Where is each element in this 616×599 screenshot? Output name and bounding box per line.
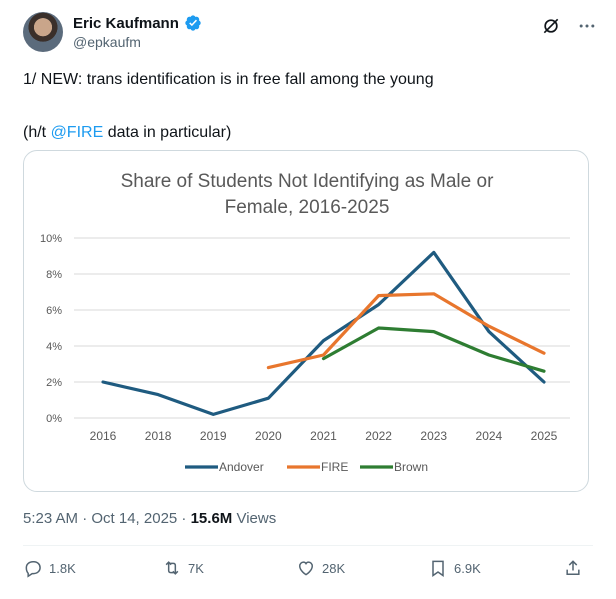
line-chart: Share of Students Not Identifying as Mal…: [40, 171, 570, 474]
repost-count: 7K: [188, 560, 204, 576]
series-line-brown: [321, 326, 546, 373]
like-count: 28K: [322, 560, 346, 576]
tweet-text: 1/ NEW: trans identification is in free …: [23, 68, 593, 145]
legend-label-fire: FIRE: [321, 460, 348, 474]
x-tick-label: 2023: [420, 429, 447, 443]
like-button[interactable]: 28K: [296, 558, 345, 578]
grok-icon[interactable]: [541, 16, 561, 36]
series-line-fire: [266, 292, 546, 370]
x-tick-label: 2024: [476, 429, 503, 443]
bookmark-button[interactable]: 6.9K: [428, 558, 481, 578]
chart-title-line-1: Share of Students Not Identifying as Mal…: [121, 171, 494, 192]
like-icon: [298, 561, 314, 576]
legend-label-brown: Brown: [394, 460, 428, 474]
divider: [23, 545, 593, 546]
reply-button[interactable]: 1.8K: [23, 558, 76, 578]
views-count: 15.6M: [190, 510, 233, 527]
y-tick-label: 10%: [40, 233, 62, 245]
tweet-header: Eric Kaufmann @epkaufm: [23, 10, 603, 54]
x-tick-label: 2020: [255, 429, 282, 443]
share-icon: [566, 560, 580, 575]
x-tick-label: 2018: [145, 429, 172, 443]
reply-icon: [25, 561, 41, 578]
action-bar: 1.8K 7K 28K 6.9K: [23, 558, 593, 582]
y-tick-label: 8%: [46, 269, 62, 281]
avatar[interactable]: [23, 12, 63, 52]
repost-icon: [165, 561, 179, 575]
chart-image[interactable]: Share of Students Not Identifying as Mal…: [23, 150, 589, 492]
y-tick-label: 0%: [46, 413, 62, 425]
chart-title-line-2: Female, 2016-2025: [225, 197, 390, 218]
y-tick-label: 4%: [46, 341, 62, 353]
x-tick-label: 2022: [365, 429, 392, 443]
x-tick-label: 2025: [531, 429, 558, 443]
bookmark-count: 6.9K: [454, 560, 481, 576]
reply-count: 1.8K: [49, 560, 76, 576]
tweet-line-2-prefix: (h/t: [23, 124, 51, 141]
x-tick-label: 2019: [200, 429, 227, 443]
author-handle[interactable]: @epkaufm: [73, 34, 141, 50]
bookmark-icon: [432, 560, 444, 577]
author-name[interactable]: Eric Kaufmann: [73, 14, 179, 32]
mention-link[interactable]: @FIRE: [50, 124, 104, 141]
tweet-line-1: 1/ NEW: trans identification is in free …: [23, 71, 434, 88]
views-label: Views: [232, 510, 277, 527]
series-line-andover: [101, 250, 546, 416]
more-icon[interactable]: [577, 16, 597, 36]
timestamp[interactable]: 5:23 AM · Oct 14, 2025 ·: [23, 510, 191, 527]
author-name-row: Eric Kaufmann: [73, 14, 202, 32]
y-tick-label: 2%: [46, 377, 62, 389]
repost-button[interactable]: 7K: [162, 558, 204, 578]
tweet-line-2-suffix: data in particular): [103, 124, 232, 141]
y-tick-label: 6%: [46, 305, 62, 317]
verified-badge-icon: [185, 15, 201, 31]
x-tick-label: 2021: [310, 429, 337, 443]
legend-label-andover: Andover: [219, 460, 264, 474]
tweet-meta: 5:23 AM · Oct 14, 2025 · 15.6M Views: [23, 510, 276, 527]
x-tick-label: 2016: [90, 429, 117, 443]
share-button[interactable]: [563, 558, 583, 578]
tweet-line-2: (h/t @FIRE data in particular): [23, 121, 593, 145]
